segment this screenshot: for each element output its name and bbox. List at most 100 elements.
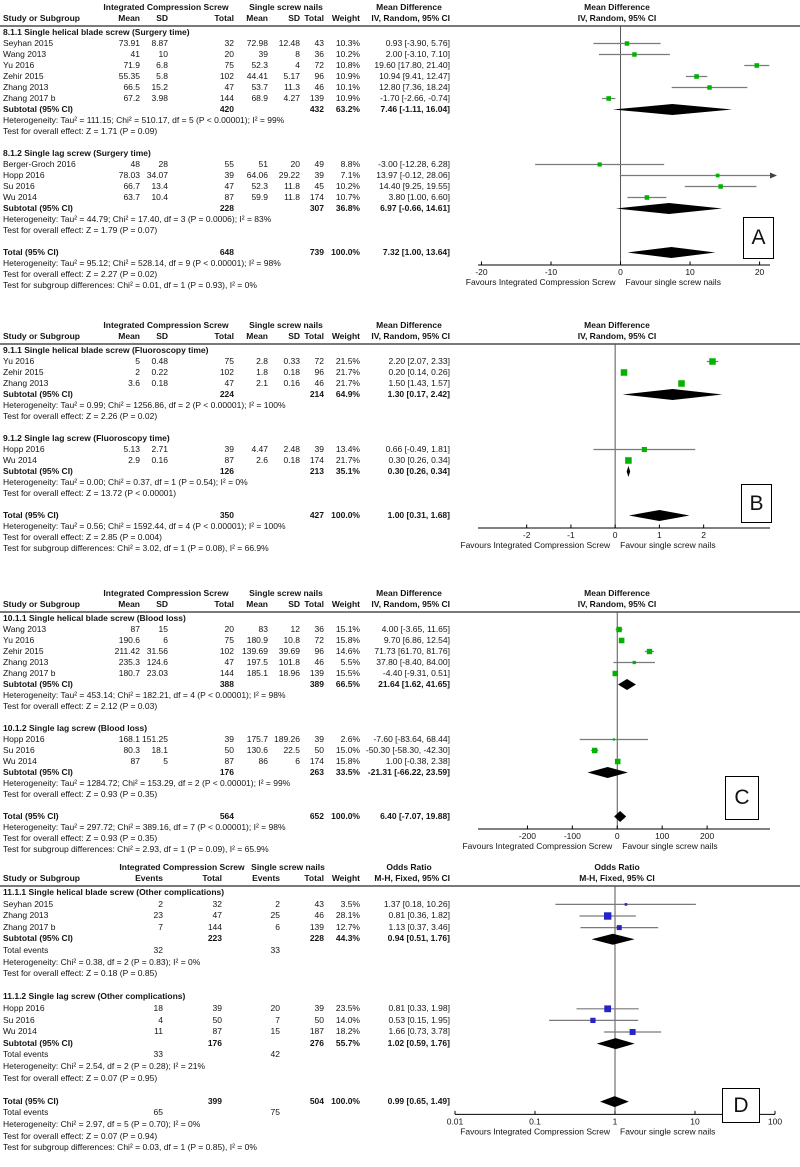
- effect-marker: [597, 162, 602, 167]
- cell: 12.7%: [335, 921, 360, 932]
- note-row: Test for subgroup differences: Chi² = 0.…: [0, 280, 800, 291]
- header-divider: [0, 25, 800, 27]
- effect-ci-text: 1.00 [0.31, 1.68]: [387, 510, 450, 520]
- cell: 67.2: [123, 93, 140, 103]
- cell: 0.48: [151, 356, 168, 366]
- effect-ci-text: -4.40 [-9.31, 0.51]: [382, 668, 450, 678]
- axis-tick-label: 0: [618, 267, 623, 277]
- effect-ci-text: 1.37 [0.18, 10.26]: [383, 898, 450, 909]
- cell: 75: [270, 1107, 280, 1118]
- cell: 75: [224, 356, 234, 366]
- panel-letter-badge: C: [725, 776, 759, 820]
- stat-note: Heterogeneity: Tau² = 111.15; Chi² = 510…: [3, 115, 285, 125]
- subtotal-row: Subtotal (95% CI) 228 307 36.8% 6.97 [-0.66,…: [0, 203, 800, 214]
- effect-marker: [612, 670, 619, 677]
- stat-note: Test for overall effect: Z = 0.07 (P = 0…: [3, 1130, 158, 1141]
- cell: 185.1: [246, 668, 268, 678]
- total-diamond: [614, 811, 627, 822]
- cell: 33.5%: [335, 767, 360, 777]
- panel-letter-badge: B: [741, 484, 772, 523]
- cell: 65: [153, 1107, 163, 1118]
- study-label: Total events: [3, 945, 49, 955]
- effect-ci-text: 0.99 [0.65, 1.49]: [387, 1095, 450, 1106]
- note-row: Test for overall effect: Z = 2.27 (P = 0…: [0, 269, 800, 280]
- cell: 224: [219, 389, 234, 399]
- cell: 64.06: [246, 170, 268, 180]
- column-header: Events: [135, 873, 163, 883]
- favours-right-label: Favour single screw nails: [622, 841, 717, 851]
- cell: 100.0%: [331, 1095, 360, 1106]
- cell: 32: [212, 898, 222, 909]
- effect-marker: [624, 41, 630, 46]
- axis-tick-label: -1: [567, 530, 575, 540]
- cell: 32: [153, 945, 163, 955]
- column-header: Total: [214, 331, 234, 341]
- cell: 25: [270, 910, 280, 921]
- study-label: Zehir 2015: [3, 367, 44, 377]
- study-label: Wu 2014: [3, 1026, 37, 1037]
- cell: 12: [290, 624, 300, 634]
- cell: 50: [212, 1014, 222, 1025]
- study-row: Berger-Groch 2016 48 28 55 51 20 49 8.8% -3.00 […: [0, 159, 800, 170]
- cell: 96: [314, 646, 324, 656]
- effect-ci-text: 3.80 [1.00, 6.60]: [388, 192, 450, 202]
- cell: 18.2%: [335, 1026, 360, 1037]
- cell: 47: [224, 657, 234, 667]
- stat-note: Test for overall effect: Z = 0.07 (P = 0…: [3, 1072, 158, 1083]
- study-column-header: Study or Subgroup: [3, 331, 80, 341]
- axis-tick-label: -100: [564, 831, 581, 841]
- effect-ci-text: 1.02 [0.59, 1.76]: [387, 1037, 450, 1048]
- study-row: Zehir 2015 2 0.22 102 1.8 0.18 96 21.7% 0.20 [0.…: [0, 367, 800, 378]
- cell: 102: [219, 71, 234, 81]
- effect-ci-text: 1.30 [0.17, 2.42]: [387, 389, 450, 399]
- header-divider: [0, 611, 800, 613]
- effect-ci-text: 9.70 [6.86, 12.54]: [383, 635, 450, 645]
- cell: 100.0%: [331, 247, 360, 257]
- cell: 72: [314, 635, 324, 645]
- forest-panel-c: Integrated Compression Screw Single screw…: [0, 588, 800, 862]
- cell: 36: [314, 49, 324, 59]
- cell: 4: [158, 1014, 163, 1025]
- cell: 66.7: [123, 181, 140, 191]
- favours-right-label: Favour single screw nails: [620, 540, 715, 550]
- cell: 53.7: [251, 82, 268, 92]
- cell: 33: [153, 1049, 163, 1060]
- study-label: Zehir 2015: [3, 646, 44, 656]
- subtotal-row: Subtotal (95% CI) 223 228 44.3% 0.94 [0.51, …: [0, 933, 800, 944]
- cell: 48: [130, 159, 140, 169]
- subgroup-title-row: 8.1.2 Single lag screw (Surgery time): [0, 148, 800, 159]
- cell: 15.8%: [335, 756, 360, 766]
- subtotal-diamond: [612, 104, 733, 115]
- cell: 55: [224, 159, 234, 169]
- effect-ci-text: 13.97 [-0.12, 28.06]: [376, 170, 450, 180]
- study-row: Su 2016 66.7 13.4 47 52.3 11.8 45 10.2% 14.40 [9…: [0, 181, 800, 192]
- total-diamond: [627, 247, 716, 258]
- study-label: Zhang 2013: [3, 378, 49, 388]
- effect-marker: [591, 747, 598, 754]
- cell: 7: [275, 1014, 280, 1025]
- cell: 42: [270, 1049, 280, 1060]
- study-label: Wu 2014: [3, 455, 37, 465]
- subgroup-title: 9.1.2 Single lag screw (Fluoroscopy time…: [3, 433, 170, 443]
- cell: 2: [158, 898, 163, 909]
- cell: 47: [224, 82, 234, 92]
- study-row: Zhang 2017 b 7 144 6 139 12.7% 1.13 [0.37, 3.4…: [0, 922, 800, 933]
- note-row: Test for overall effect: Z = 1.79 (P = 0…: [0, 225, 800, 236]
- cell: 5: [163, 756, 168, 766]
- cell: 87: [212, 1026, 222, 1037]
- study-label: Zhang 2017 b: [3, 921, 56, 932]
- study-label: Wang 2013: [3, 49, 47, 59]
- axis-tick-label: 20: [755, 267, 765, 277]
- cell: 652: [309, 811, 324, 821]
- axis-tick-label: -20: [475, 267, 488, 277]
- cell: 20: [290, 159, 300, 169]
- cell: 2.8: [256, 356, 268, 366]
- cell: 47: [212, 910, 222, 921]
- cell: 174: [309, 192, 324, 202]
- study-row: Yu 2016 71.9 6.8 75 52.3 4 72 10.8% 19.60 [17.80…: [0, 60, 800, 71]
- note-row: Test for overall effect: Z = 13.72 (P < …: [0, 488, 800, 499]
- ci-arrow-right: [770, 172, 777, 179]
- study-label: Zhang 2017 b: [3, 93, 56, 103]
- cell: 5.8: [156, 71, 168, 81]
- cell: 18: [153, 1003, 163, 1013]
